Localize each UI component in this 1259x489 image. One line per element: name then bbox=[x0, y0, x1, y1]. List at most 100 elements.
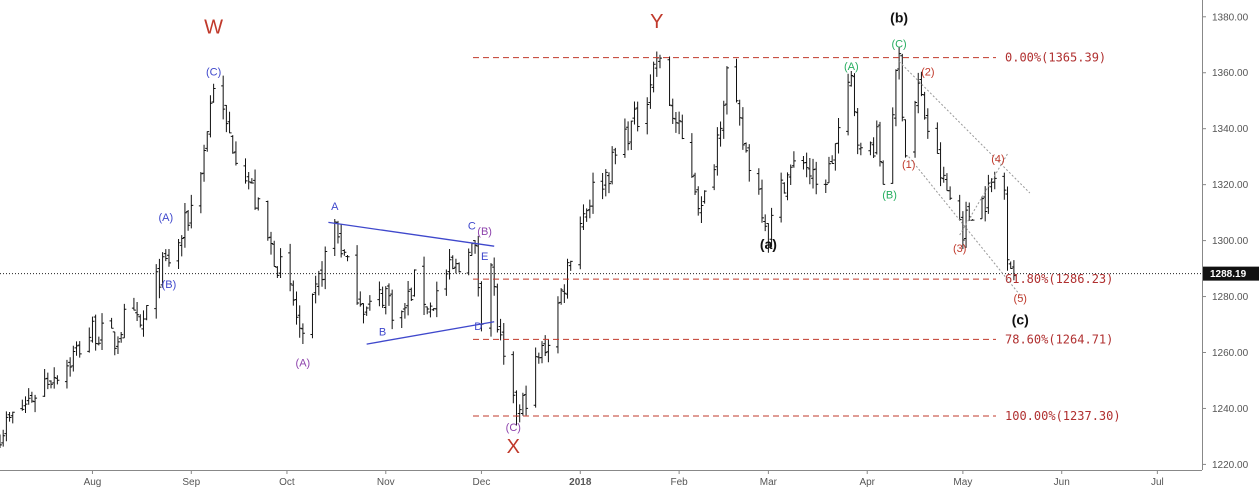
ohlc-bar bbox=[291, 280, 296, 306]
ohlc-bar bbox=[42, 369, 47, 397]
ohlc-bar bbox=[288, 243, 293, 292]
ohlc-bar bbox=[696, 186, 701, 216]
ohlc-bar bbox=[358, 291, 363, 307]
ohlc-bar bbox=[677, 111, 682, 135]
ohlc-bar bbox=[584, 208, 589, 222]
ohlc-bar bbox=[466, 248, 471, 276]
ohlc-bar bbox=[294, 291, 299, 325]
ohlc-bar bbox=[606, 172, 611, 194]
x-tick-label: Feb bbox=[670, 477, 688, 488]
ohlc-bar bbox=[591, 172, 596, 214]
ohlc-bar bbox=[157, 258, 162, 299]
ohlc-bar bbox=[635, 101, 640, 132]
ohlc-bar bbox=[377, 281, 382, 307]
wave-label: A bbox=[331, 201, 339, 213]
ohlc-bar bbox=[221, 75, 226, 120]
ohlc-bar bbox=[243, 158, 248, 184]
ohlc-bar bbox=[610, 146, 615, 185]
ohlc-bar bbox=[7, 412, 12, 422]
ohlc-bar bbox=[846, 73, 851, 136]
wave-label: (4) bbox=[991, 153, 1004, 165]
ohlc-bar bbox=[272, 240, 277, 267]
ohlc-bar bbox=[897, 47, 902, 80]
ohlc-bar bbox=[903, 119, 908, 158]
ohlc-bar bbox=[632, 101, 637, 125]
ohlc-bar bbox=[208, 95, 213, 138]
wave-label: (A) bbox=[844, 61, 859, 73]
wave-label: E bbox=[481, 251, 488, 263]
ohlc-bar bbox=[782, 182, 787, 194]
ohlc-bar bbox=[26, 388, 31, 405]
ohlc-bar bbox=[874, 120, 879, 155]
ohlc-bar bbox=[629, 120, 634, 150]
wave-label: (2) bbox=[921, 67, 934, 79]
ohlc-bar bbox=[871, 137, 876, 159]
ohlc-bar bbox=[766, 222, 771, 253]
ohlc-bar bbox=[849, 70, 854, 87]
wave-label: (B) bbox=[882, 190, 897, 202]
x-tick-label: Sep bbox=[182, 477, 200, 488]
wave-label: (3) bbox=[953, 243, 966, 255]
ohlc-bar bbox=[425, 306, 430, 315]
wave-label: (c) bbox=[1012, 312, 1029, 328]
ohlc-bar bbox=[600, 172, 605, 200]
ohlc-bar bbox=[422, 256, 427, 316]
ohlc-bar bbox=[278, 248, 283, 278]
ohlc-bar bbox=[1005, 186, 1010, 271]
wave-label: (C) bbox=[206, 67, 221, 79]
ohlc-bar bbox=[476, 235, 481, 297]
ohlc-bar bbox=[399, 310, 404, 328]
ohlc-bar bbox=[881, 160, 886, 185]
ohlc-bar bbox=[948, 186, 953, 200]
ohlc-bar bbox=[980, 196, 985, 220]
ohlc-bar bbox=[316, 270, 321, 296]
ohlc-bar bbox=[361, 303, 366, 324]
ohlc-bar bbox=[144, 304, 149, 321]
current-price-badge bbox=[1203, 266, 1259, 281]
ohlc-bar bbox=[622, 118, 627, 158]
ohlc-bar bbox=[699, 196, 704, 223]
ohlc-bar bbox=[402, 302, 407, 319]
ohlc-bar bbox=[667, 56, 672, 106]
ohlc-bar bbox=[763, 214, 768, 232]
ohlc-bar bbox=[10, 411, 15, 424]
ohlc-bar bbox=[1008, 261, 1013, 269]
fib-level-label: 61.80%(1286.23) bbox=[1005, 272, 1113, 286]
ohlc-bar bbox=[868, 141, 873, 156]
ohlc-bar bbox=[855, 108, 860, 155]
ohlc-bar bbox=[87, 327, 92, 353]
ohlc-bar bbox=[858, 142, 863, 156]
ohlc-bar bbox=[814, 161, 819, 195]
ohlc-bar bbox=[501, 323, 506, 365]
ohlc-bar bbox=[269, 231, 274, 255]
ohlc-bar bbox=[1011, 260, 1016, 281]
y-tick-label: 1380.00 bbox=[1212, 12, 1249, 23]
ohlc-bar bbox=[651, 61, 656, 93]
y-tick-label: 1220.00 bbox=[1212, 460, 1249, 471]
ohlc-bar bbox=[71, 345, 76, 372]
ohlc-bar bbox=[160, 252, 165, 288]
ohlc-bar bbox=[581, 204, 586, 230]
x-tick-label: Apr bbox=[859, 477, 875, 488]
ohlc-bar bbox=[788, 164, 793, 186]
x-tick-label: Dec bbox=[473, 477, 491, 488]
ohlc-bar bbox=[721, 100, 726, 139]
wave-label: (A) bbox=[158, 212, 173, 224]
ohlc-bar bbox=[20, 399, 25, 411]
ohlc-bar bbox=[390, 289, 395, 330]
ohlc-bar bbox=[670, 98, 675, 124]
wave-label: (A) bbox=[296, 357, 311, 369]
ohlc-bar bbox=[935, 122, 940, 155]
ohlc-bar bbox=[520, 392, 525, 416]
y-tick-label: 1320.00 bbox=[1212, 180, 1249, 191]
ohlc-bar bbox=[367, 295, 372, 311]
ohlc-bar bbox=[744, 142, 749, 153]
ohlc-bar bbox=[233, 141, 238, 166]
ohlc-bar bbox=[380, 286, 385, 308]
ohlc-bar bbox=[100, 313, 105, 350]
ohlc-bar bbox=[562, 284, 567, 304]
ohlc-bar bbox=[275, 266, 280, 279]
ohlc-bar bbox=[836, 117, 841, 154]
ohlc-bar bbox=[852, 73, 857, 117]
ohlc-bar bbox=[386, 283, 391, 306]
